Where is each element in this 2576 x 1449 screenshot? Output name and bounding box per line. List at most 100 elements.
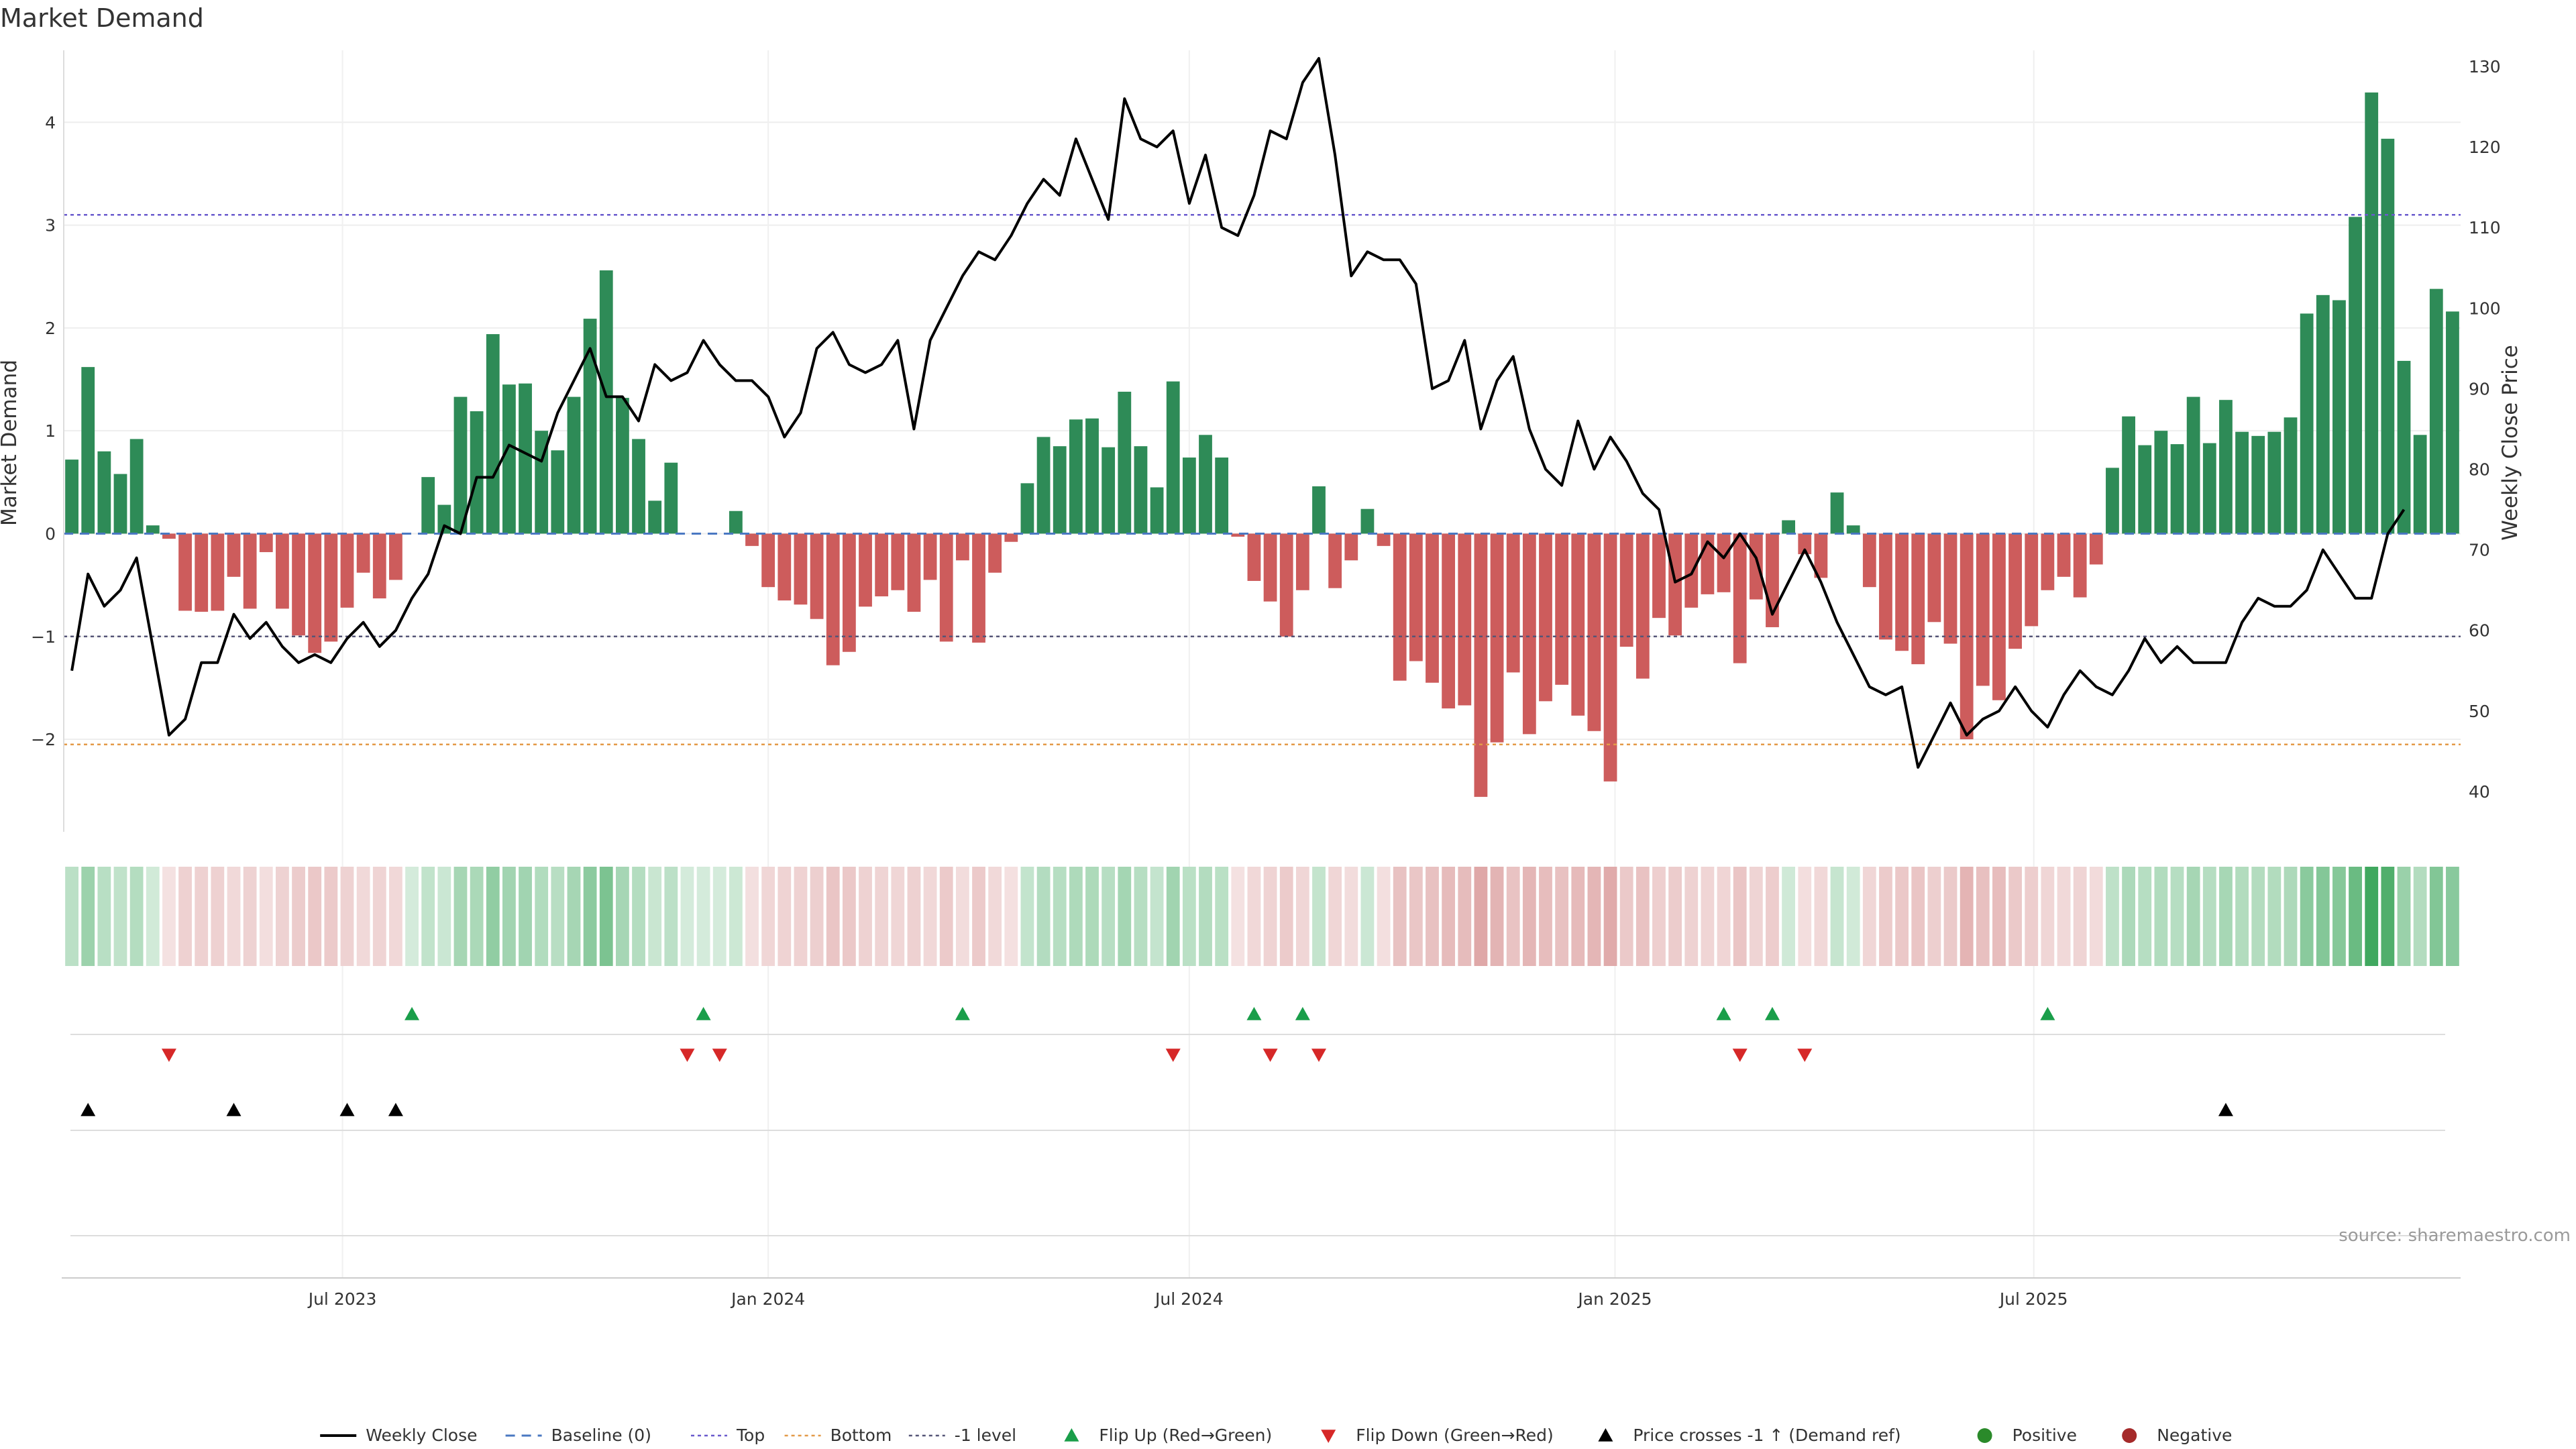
demand-bar <box>324 533 338 642</box>
heat-cell <box>162 867 176 966</box>
legend-price-cross-label: Price crosses -1 ↑ (Demand ref) <box>1633 1426 1900 1445</box>
heat-cell <box>421 867 435 966</box>
demand-bar <box>2267 431 2282 534</box>
demand-bar <box>2202 443 2216 534</box>
legend-positive: Positive <box>1977 1426 2077 1445</box>
demand-bar <box>292 533 305 636</box>
heat-cell <box>1409 867 1423 966</box>
heat-cell <box>146 867 160 966</box>
heat-cell <box>891 867 905 966</box>
demand-bar <box>1263 533 1277 602</box>
price-cross-marker <box>80 1103 96 1116</box>
heat-cell <box>745 867 759 966</box>
x-tick-label: Jan 2025 <box>1576 1289 1652 1309</box>
demand-bar <box>1571 533 1585 716</box>
heat-cell <box>680 867 694 966</box>
demand-bar <box>1603 533 1617 782</box>
heat-cell <box>842 867 856 966</box>
heat-cell <box>1312 867 1326 966</box>
heat-cell <box>1766 867 1779 966</box>
legend-flip-down: Flip Down (Green→Red) <box>1321 1426 1554 1445</box>
demand-bar <box>1085 418 1099 534</box>
heat-cell <box>1053 867 1067 966</box>
heat-cell <box>810 867 824 966</box>
heat-cell <box>195 867 209 966</box>
flip-up-marker <box>1764 1007 1780 1020</box>
demand-bar <box>1458 533 1472 706</box>
demand-bar <box>162 533 176 539</box>
heat-cell <box>2316 867 2330 966</box>
heat-cell <box>1976 867 1990 966</box>
demand-bar <box>1182 458 1196 534</box>
flip-up-marker <box>2040 1007 2055 1020</box>
demand-bar <box>1199 435 1212 534</box>
heat-cell <box>1393 867 1407 966</box>
demand-bar <box>1684 533 1699 608</box>
heat-cell <box>211 867 225 966</box>
heat-cell <box>551 867 565 966</box>
demand-bar <box>794 533 808 605</box>
legend-flip-up: Flip Up (Red→Green) <box>1064 1426 1272 1445</box>
y-right-tick-label: 40 <box>2469 782 2490 802</box>
demand-bar <box>1344 533 1358 561</box>
demand-bar <box>97 451 111 534</box>
demand-bar <box>340 533 354 608</box>
heat-cell <box>2332 867 2346 966</box>
demand-bar <box>988 533 1002 573</box>
heat-cell <box>1782 867 1796 966</box>
demand-bar <box>875 533 889 596</box>
heat-cell <box>599 867 613 966</box>
heat-cell <box>437 867 451 966</box>
heat-cell <box>567 867 581 966</box>
heat-cell <box>1134 867 1148 966</box>
demand-bar <box>1312 486 1326 534</box>
heat-cell <box>2429 867 2443 966</box>
heat-cell <box>2446 867 2459 966</box>
heat-cell <box>2041 867 2055 966</box>
heat-cell <box>1798 867 1812 966</box>
legend-minus-one-label: -1 level <box>955 1426 1016 1445</box>
heat-cell <box>2381 867 2395 966</box>
y-right-tick-label: 110 <box>2469 218 2501 237</box>
demand-bar <box>535 431 549 534</box>
demand-bar <box>826 533 840 665</box>
demand-bar <box>2381 138 2395 534</box>
heat-cell <box>2284 867 2298 966</box>
demand-bar <box>486 334 500 534</box>
legend-positive-label: Positive <box>2012 1426 2077 1445</box>
flip-down-marker <box>1797 1049 1813 1062</box>
demand-bar <box>2349 217 2362 534</box>
heat-cell <box>1442 867 1456 966</box>
demand-bar <box>939 533 953 642</box>
heat-cell <box>2057 867 2071 966</box>
demand-bar <box>1733 533 1747 663</box>
demand-bar <box>2332 300 2346 534</box>
legend-flip-down-label: Flip Down (Green→Red) <box>1356 1426 1554 1445</box>
flip-down-marker <box>161 1049 176 1062</box>
y-left-tick-label: 2 <box>45 319 56 338</box>
demand-bar <box>907 533 921 612</box>
demand-bar <box>842 533 856 652</box>
demand-bar <box>81 367 95 534</box>
heat-cell <box>2267 867 2282 966</box>
heat-cell <box>1085 867 1099 966</box>
flip-down-marker <box>1311 1049 1326 1062</box>
heat-cell <box>1263 867 1277 966</box>
demand-bar <box>1522 533 1536 735</box>
demand-bar <box>1749 533 1763 600</box>
flip-up-marker <box>696 1007 711 1020</box>
demand-bar <box>2251 435 2265 534</box>
y-right-tick-label: 100 <box>2469 299 2501 318</box>
demand-bar <box>1166 381 1180 534</box>
heat-cell <box>1328 867 1342 966</box>
demand-bar <box>2170 444 2184 534</box>
demand-bar <box>2154 431 2168 534</box>
legend-positive-swatch <box>1977 1428 1992 1443</box>
heat-cell <box>81 867 95 966</box>
x-tick-label: Jan 2024 <box>730 1289 805 1309</box>
demand-bar <box>372 533 386 599</box>
heat-cell <box>1603 867 1617 966</box>
heat-cell <box>1377 867 1391 966</box>
demand-bar <box>1619 533 1633 647</box>
